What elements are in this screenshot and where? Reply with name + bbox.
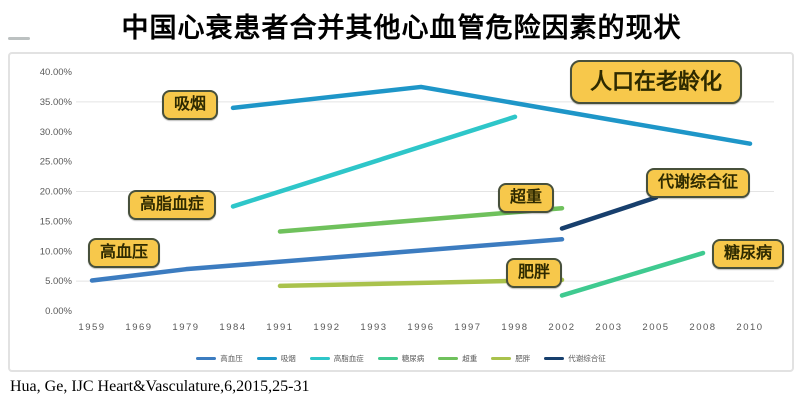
legend-item-metabolic-syndrome: 代谢综合征 — [544, 353, 606, 364]
y-axis-tick-label: 40.00% — [40, 67, 73, 78]
x-axis-tick-label: 1992 — [313, 322, 340, 333]
annotation-overweight: 超重 — [498, 183, 555, 213]
legend-item-overweight: 超重 — [438, 353, 477, 364]
x-axis-tick-label: 1991 — [266, 322, 293, 333]
legend-label: 吸烟 — [280, 354, 296, 363]
legend-item-diabetes: 糖尿病 — [377, 353, 425, 364]
annotation-hyperlipidemia: 高脂血症 — [128, 190, 217, 220]
legend-swatch-metabolic-syndrome — [544, 357, 565, 360]
x-axis-tick-label: 2005 — [642, 322, 669, 333]
legend-label: 糖尿病 — [401, 354, 425, 363]
y-axis-tick-label: 30.00% — [40, 127, 73, 138]
legend-item-obesity: 肥胖 — [491, 353, 530, 364]
legend-swatch-overweight — [438, 357, 459, 360]
legend-swatch-hypertension — [196, 357, 217, 360]
x-axis-tick-label: 1959 — [78, 322, 105, 333]
legend-swatch-smoking — [256, 357, 277, 360]
x-axis-tick-label: 1998 — [501, 322, 528, 333]
legend-label: 肥胖 — [515, 354, 531, 363]
page-title: 中国心衰患者合并其他心血管危险因素的现状 — [121, 13, 682, 43]
x-axis-tick-label: 1979 — [172, 322, 199, 333]
legend-swatch-obesity — [491, 357, 512, 360]
y-axis-tick-label: 20.00% — [40, 187, 73, 198]
x-axis-tick-label: 1993 — [360, 322, 387, 333]
x-axis-tick-label: 2002 — [548, 322, 575, 333]
annotation-population-aging: 人口在老龄化 — [570, 60, 743, 104]
annotation-smoking: 吸烟 — [162, 90, 219, 120]
y-axis-tick-label: 10.00% — [40, 246, 73, 257]
legend-label: 代谢综合征 — [568, 354, 606, 363]
x-axis-tick-label: 2010 — [736, 322, 763, 333]
series-line-hypertension — [89, 237, 565, 283]
annotation-diabetes: 糖尿病 — [712, 239, 785, 269]
y-axis-tick-label: 25.00% — [40, 157, 73, 168]
y-axis-tick-label: 15.00% — [40, 216, 73, 227]
y-axis-tick-label: 5.00% — [45, 276, 72, 287]
y-axis-tick-label: 35.00% — [40, 97, 73, 108]
x-axis-tick-label: 1996 — [407, 322, 434, 333]
legend-swatch-diabetes — [377, 357, 398, 360]
series-line-hyperlipidemia — [230, 114, 518, 209]
annotation-hypertension: 高血压 — [88, 238, 161, 268]
x-axis-tick-label: 1969 — [125, 322, 152, 333]
series-line-metabolic-syndrome — [559, 195, 659, 231]
citation-text: Hua, Ge, IJC Heart&Vasculature,6,2015,25… — [10, 378, 310, 395]
legend-item-hyperlipidemia: 高脂血症 — [309, 353, 364, 364]
x-axis-tick-label: 2008 — [689, 322, 716, 333]
legend-swatch-hyperlipidemia — [309, 357, 330, 360]
bullet-dash — [8, 37, 30, 40]
x-axis-tick-label: 2003 — [595, 322, 622, 333]
y-axis-tick-label: 0.00% — [45, 306, 72, 317]
legend-label: 高血压 — [220, 354, 243, 363]
legend-label: 高脂血症 — [333, 354, 364, 363]
legend-label: 超重 — [462, 354, 478, 363]
series-line-smoking — [230, 84, 753, 146]
series-line-diabetes — [559, 250, 706, 298]
legend-item-hypertension: 高血压 — [196, 353, 243, 364]
line-chart: 0.00% 5.00% 10.00% 15.00% 20.00% 25.00% 30.00%… — [40, 67, 774, 333]
chart-legend: 高血压 吸烟 高脂血症 糖尿病 超重 肥胖 代谢综合征 — [10, 353, 792, 364]
legend-item-smoking: 吸烟 — [256, 353, 296, 364]
x-axis-tick-label: 1984 — [219, 322, 246, 333]
annotation-metabolic-syndrome: 代谢综合征 — [646, 168, 751, 198]
chart-panel: 0.00% 5.00% 10.00% 15.00% 20.00% 25.00% 30.00%… — [8, 52, 794, 372]
x-axis-tick-label: 1997 — [454, 322, 481, 333]
annotation-obesity: 肥胖 — [506, 258, 563, 288]
